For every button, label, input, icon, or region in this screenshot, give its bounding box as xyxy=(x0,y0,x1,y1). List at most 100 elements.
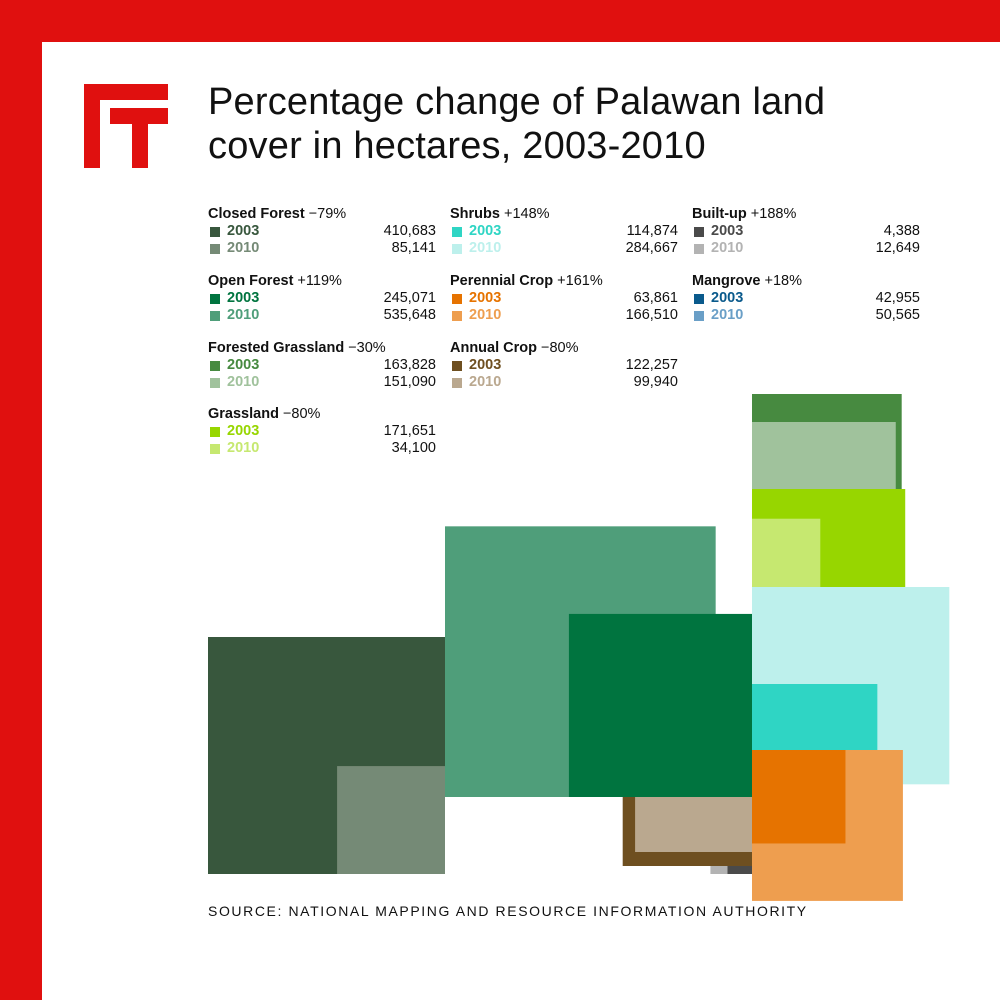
legend-swatch xyxy=(452,227,462,237)
legend-category-name: Perennial Crop xyxy=(450,273,554,289)
legend-row-2003: 2003 410,683 xyxy=(208,223,436,240)
legend-swatch xyxy=(210,311,220,321)
legend-category-name: Mangrove xyxy=(692,273,761,289)
legend-value: 99,940 xyxy=(633,374,678,390)
legend-swatch xyxy=(694,311,704,321)
legend-value: 85,141 xyxy=(391,240,436,256)
legend-value: 163,828 xyxy=(383,357,436,373)
legend-row-2003: 2003 4,388 xyxy=(692,223,920,240)
legend-category-name: Open Forest xyxy=(208,273,294,289)
legend-value: 114,874 xyxy=(626,223,678,239)
legend-category-name: Closed Forest xyxy=(208,206,305,222)
legend-percent-change: −80% xyxy=(278,406,321,422)
legend-annual-crop: Annual Crop −80% 2003 122,257 2010 99,940 xyxy=(450,340,678,391)
legend-heading: Perennial Crop +161% xyxy=(450,273,678,290)
legend-percent-change: +18% xyxy=(760,273,803,289)
legend-row-2003: 2003 42,955 xyxy=(692,290,920,307)
legend-row-2010: 2010 535,648 xyxy=(208,307,436,324)
legend-percent-change: −30% xyxy=(344,340,386,356)
legend-swatch xyxy=(452,311,462,321)
legend-swatch xyxy=(210,378,220,388)
legend-row-2003: 2003 114,874 xyxy=(450,223,678,240)
legend-row-2010: 2010 12,649 xyxy=(692,240,920,257)
legend-row-2003: 2003 245,071 xyxy=(208,290,436,307)
legend-value: 245,071 xyxy=(383,290,436,306)
legend-value: 122,257 xyxy=(625,357,678,373)
legend-row-2010: 2010 284,667 xyxy=(450,240,678,257)
legend-value: 166,510 xyxy=(625,307,678,323)
legend-year: 2003 xyxy=(469,357,502,373)
legend-year: 2010 xyxy=(711,240,744,256)
legend-year: 2010 xyxy=(469,307,502,323)
legend-perennial-crop: Perennial Crop +161% 2003 63,861 2010 166,51… xyxy=(450,273,678,324)
legend-value: 50,565 xyxy=(875,307,920,323)
legend-heading: Shrubs +148% xyxy=(450,206,678,223)
legend-percent-change: −80% xyxy=(537,340,579,356)
legend-year: 2003 xyxy=(711,223,744,239)
grassland-2010-square xyxy=(752,518,821,587)
legend-value: 535,648 xyxy=(383,307,436,323)
perennial-crop-2003-square xyxy=(752,750,846,844)
legend-heading: Grassland −80% xyxy=(208,406,436,423)
legend-percent-change: +148% xyxy=(499,206,550,222)
legend-forested-grassland: Forested Grassland −30% 2003 163,828 2010 15… xyxy=(208,340,436,391)
closed-forest-2010-square xyxy=(337,766,445,874)
legend-year: 2003 xyxy=(227,290,260,306)
legend-heading: Annual Crop −80% xyxy=(450,340,678,357)
legend-swatch xyxy=(210,227,220,237)
legend-year: 2010 xyxy=(227,374,260,390)
legend-swatch xyxy=(210,361,220,371)
legend-year: 2003 xyxy=(227,423,260,439)
legend-row-2010: 2010 85,141 xyxy=(208,240,436,257)
legend-year: 2003 xyxy=(469,223,502,239)
legend-mangrove: Mangrove +18% 2003 42,955 2010 50,565 xyxy=(692,273,920,324)
legend-year: 2010 xyxy=(711,307,744,323)
legend-swatch xyxy=(210,244,220,254)
legend-swatch xyxy=(452,361,462,371)
legend-year: 2003 xyxy=(711,290,744,306)
legend-open-forest: Open Forest +119% 2003 245,071 2010 535,648 xyxy=(208,273,436,324)
legend-value: 63,861 xyxy=(633,290,678,306)
legend-shrubs: Shrubs +148% 2003 114,874 2010 284,667 xyxy=(450,206,678,257)
legend-year: 2010 xyxy=(469,240,502,256)
legend-value: 34,100 xyxy=(391,440,436,456)
legend-percent-change: +119% xyxy=(293,273,342,289)
legend-row-2010: 2010 99,940 xyxy=(450,374,678,391)
legend-value: 151,090 xyxy=(383,374,436,390)
legend-value: 4,388 xyxy=(883,223,920,239)
legend-row-2010: 2010 34,100 xyxy=(208,440,436,457)
page-title: Percentage change of Palawan land cover … xyxy=(208,81,826,167)
legend-value: 42,955 xyxy=(875,290,920,306)
legend-year: 2003 xyxy=(227,223,260,239)
legend-grassland: Grassland −80% 2003 171,651 2010 34,100 xyxy=(208,406,436,457)
legend-category-name: Shrubs xyxy=(450,206,500,222)
legend-percent-change: +161% xyxy=(553,273,603,289)
legend-heading: Built-up +188% xyxy=(692,206,920,223)
legend-value: 12,649 xyxy=(875,240,920,256)
legend-year: 2003 xyxy=(469,290,502,306)
open-forest-2003-square xyxy=(568,613,752,797)
legend-percent-change: −79% xyxy=(304,206,347,222)
legend-row-2003: 2003 122,257 xyxy=(450,357,678,374)
legend-year: 2003 xyxy=(227,357,260,373)
legend-year: 2010 xyxy=(227,307,260,323)
legend-swatch xyxy=(694,227,704,237)
legend-row-2003: 2003 171,651 xyxy=(208,423,436,440)
legend-row-2010: 2010 50,565 xyxy=(692,307,920,324)
legend-swatch xyxy=(210,444,220,454)
legend-heading: Mangrove +18% xyxy=(692,273,920,290)
legend-swatch xyxy=(210,294,220,304)
legend-swatch xyxy=(694,294,704,304)
legend-row-2003: 2003 63,861 xyxy=(450,290,678,307)
legend-category-name: Grassland xyxy=(208,406,279,422)
ft-logo-icon xyxy=(84,84,168,168)
legend-category-name: Built-up xyxy=(692,206,747,222)
legend-value: 410,683 xyxy=(383,223,436,239)
legend-row-2003: 2003 163,828 xyxy=(208,357,436,374)
legend-value: 284,667 xyxy=(625,240,678,256)
legend-row-2010: 2010 151,090 xyxy=(208,374,436,391)
legend-percent-change: +188% xyxy=(746,206,797,222)
legend-category-name: Forested Grassland xyxy=(208,340,345,356)
legend-year: 2010 xyxy=(227,240,260,256)
